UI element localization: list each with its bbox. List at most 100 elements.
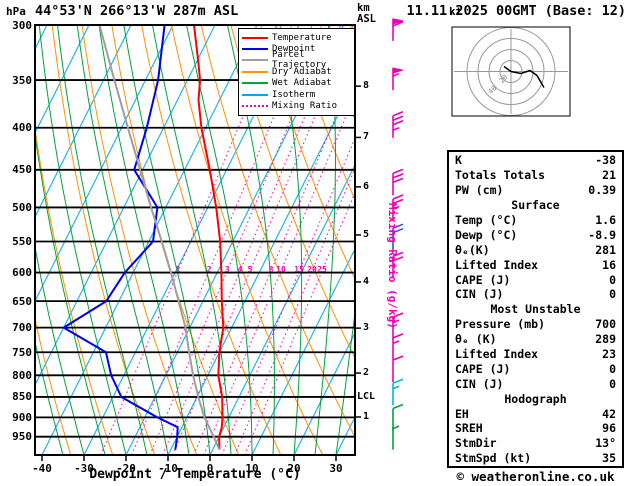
stat-value: 0	[609, 287, 616, 302]
isotherm-line	[209, 163, 355, 455]
lcl-marker-label: LCL	[357, 390, 376, 402]
stat-label: Totals Totals	[455, 168, 546, 183]
stats-row: SREH 96	[449, 421, 622, 436]
pressure-tick-label: 700	[12, 321, 32, 335]
mixing-ratio-axis-title: Mixing Ratio (g/kg)	[386, 203, 399, 329]
stat-label: SREH	[455, 421, 483, 436]
temp-tick-label: -10	[158, 462, 178, 475]
altitude-tick-label: 4	[363, 275, 370, 287]
stats-row: PW (cm) 0.39	[449, 183, 622, 198]
mixing-ratio-value-label: 8	[268, 265, 274, 274]
stat-label: θₑ(K)	[455, 242, 490, 257]
isotherm-line	[41, 25, 258, 455]
isotherm-line	[35, 25, 90, 135]
mixing-ratio-line	[244, 191, 355, 455]
legend-item-label: Dry Adiabat	[272, 66, 332, 77]
stat-label: StmDir	[455, 436, 497, 451]
mixing-ratio-value-label: 1	[175, 265, 181, 274]
temp-tick-label: 10	[245, 462, 259, 475]
stat-label: K	[455, 153, 462, 168]
stats-section-title: Most Unstable	[490, 302, 581, 317]
credit: © weatheronline.co.uk	[456, 469, 615, 484]
mixing-ratio-value-label: 3	[224, 265, 230, 274]
stats-row: K -38	[449, 153, 622, 168]
stat-label: CAPE (J)	[455, 361, 511, 376]
legend-item-label: Mixing Ratio	[272, 101, 338, 112]
altitude-tick-label: 8	[363, 80, 370, 92]
dry-adiabat-line	[35, 316, 72, 455]
altitude-tick-label: 7	[363, 131, 370, 143]
legend-line-sample	[242, 59, 268, 62]
hodograph-unit-label: kt	[449, 5, 463, 18]
pressure-tick-label: 650	[12, 294, 32, 308]
stat-label: Lifted Index	[455, 257, 539, 272]
wind-barb	[392, 251, 404, 279]
wind-barb	[392, 168, 404, 196]
mixing-ratio-line	[221, 136, 355, 455]
wind-barb	[392, 312, 404, 340]
wind-barb	[392, 67, 404, 91]
hodograph-trace	[503, 65, 545, 88]
legend-item: Wet Adiabat	[242, 78, 354, 89]
hodograph-border	[451, 26, 571, 117]
legend-line-sample	[242, 48, 268, 51]
temp-tick-label: -40	[32, 462, 52, 475]
hodograph-ring-label: 40	[487, 84, 499, 96]
wind-barb	[392, 378, 404, 406]
pressure-tick-label: 550	[12, 234, 32, 248]
mixing-ratio-line	[172, 25, 354, 455]
stats-section-title: Surface	[511, 198, 560, 213]
stats-row: EH 42	[449, 406, 622, 421]
legend-item: Dry Adiabat	[242, 66, 354, 77]
mixing-ratio-line	[193, 69, 355, 455]
mixing-ratio-value-label: 15	[294, 265, 304, 274]
stats-row: Lifted Index 23	[449, 347, 622, 362]
dewpoint-curve	[62, 25, 179, 450]
legend-item: Isotherm	[242, 89, 354, 100]
stat-value: 0	[609, 376, 616, 391]
pressure-tick-label: 950	[12, 430, 32, 444]
pressure-tick-label: 300	[12, 18, 32, 32]
stat-label: Pressure (mb)	[455, 317, 546, 332]
mixing-ratio-value-label: 5	[247, 265, 253, 274]
mixing-ratio-value-label: 4	[237, 265, 243, 274]
wind-barb	[392, 333, 404, 360]
stat-value: 96	[602, 421, 616, 436]
mixing-ratio-line	[203, 93, 355, 455]
isotherm-line	[35, 25, 132, 219]
stat-label: Dewp (°C)	[455, 227, 518, 242]
pressure-axis-unit: hPa	[6, 5, 26, 18]
legend-item: Temperature	[242, 32, 354, 43]
stat-value: 0	[609, 272, 616, 287]
stats-row: θₑ (K) 289	[449, 332, 622, 347]
stats-row: StmDir 13°	[449, 436, 622, 451]
temp-tick-label: -30	[74, 462, 94, 475]
wind-barb	[392, 111, 404, 138]
wind-barb	[392, 403, 404, 431]
stat-value: 0	[609, 361, 616, 376]
temp-tick-label: 20	[287, 462, 301, 475]
stats-row: CIN (J) 0	[449, 287, 622, 302]
legend-item-label: Wet Adiabat	[272, 78, 332, 89]
pressure-tick-label: 600	[12, 266, 32, 280]
altitude-tick-label: 3	[363, 322, 370, 334]
stat-value: 0.39	[588, 183, 616, 198]
dry-adiabat-line	[260, 25, 355, 281]
altitude-tick-label: 6	[363, 180, 370, 192]
altitude-tick-label: 1	[363, 410, 370, 422]
legend-item: Parcel Trajectory	[242, 50, 354, 70]
mixing-ratio-line	[162, 25, 344, 455]
pressure-tick-label: 900	[12, 410, 32, 424]
pressure-tick-label: 800	[12, 368, 32, 382]
stat-label: Temp (°C)	[455, 213, 518, 227]
stat-value: 21	[602, 168, 616, 183]
mixing-ratio-value-label: 10	[276, 265, 286, 274]
wind-barb	[392, 194, 404, 221]
pressure-tick-label: 850	[12, 390, 32, 404]
stats-row: StmSpd (kt) 35	[449, 451, 622, 466]
wet-adiabat-line	[98, 25, 190, 455]
stats-row: θₑ(K) 281	[449, 242, 622, 257]
legend-line-sample	[242, 105, 268, 108]
